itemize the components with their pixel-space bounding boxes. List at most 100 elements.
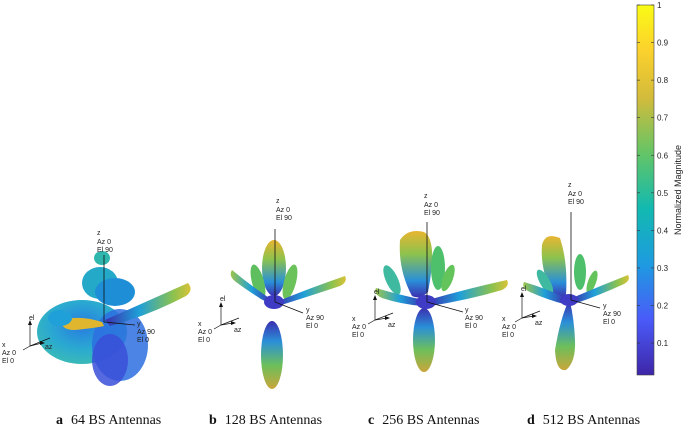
caption-d-letter: d xyxy=(527,413,535,428)
panel-b-pattern xyxy=(230,229,346,389)
panel-b-y-el: El 0 xyxy=(306,323,318,330)
panel-a-el-label: el xyxy=(29,315,35,322)
panel-a-lobe xyxy=(105,283,191,326)
colorbar-gradient xyxy=(636,4,655,376)
panel-c-az-label: az xyxy=(388,322,396,329)
caption-b: b 128 BS Antennas xyxy=(209,413,322,429)
caption-a-text: 64 BS Antennas xyxy=(71,413,162,428)
panel-d-lobe xyxy=(572,275,629,304)
panel-d-x-label: x xyxy=(502,316,506,323)
caption-b-letter: b xyxy=(209,413,217,428)
panel-c-lobe xyxy=(413,308,435,372)
panel-a-lobe xyxy=(92,334,128,386)
panel-d-lobe xyxy=(523,282,566,304)
panel-c-y-axis xyxy=(426,301,464,313)
panel-a-x-az: Az 0 xyxy=(2,350,16,357)
panel-b-az-label: az xyxy=(234,327,242,334)
panel-a-y-az: Az 90 xyxy=(137,329,155,336)
panel-a-x-el: El 0 xyxy=(2,358,14,365)
colorbar-tick-label: 0.8 xyxy=(657,76,669,85)
panel-b-axis-labels: z Az 0 El 90 y Az 90 El 0 x Az 0 El 0 xyxy=(198,198,324,344)
panel-d-x-az: Az 0 xyxy=(502,324,516,331)
caption-c-text: 256 BS Antennas xyxy=(382,413,480,428)
panel-a-z-az: Az 0 xyxy=(97,239,111,246)
panel-d-y-label: y xyxy=(603,303,607,310)
panel-c-x-az: Az 0 xyxy=(352,324,366,331)
panel-b-lobe xyxy=(230,270,272,304)
panel-c-lobe xyxy=(428,280,508,306)
colorbar-ticks: 1 0.9 0.8 0.7 0.6 0.5 0.4 0.3 0.2 0.1 xyxy=(637,1,669,348)
panel-b-z-az: Az 0 xyxy=(276,207,290,214)
panel-b-orientation-triad: el az xyxy=(213,296,242,334)
panel-a-az-label: az xyxy=(45,344,53,351)
panel-c-pattern xyxy=(375,222,508,372)
caption-c: c 256 BS Antennas xyxy=(368,413,479,429)
panel-c-lobe xyxy=(416,295,436,309)
panel-d-x-el: El 0 xyxy=(502,332,514,339)
panel-d-z-el: El 90 xyxy=(568,199,584,206)
panel-b-lobe xyxy=(250,264,266,300)
panel-c-z-el: El 90 xyxy=(424,210,440,217)
panel-c-lobe xyxy=(441,264,455,292)
panel-b-lobe xyxy=(262,240,286,296)
panel-d-lobe xyxy=(586,270,598,294)
panel-b-y-az: Az 90 xyxy=(306,315,324,322)
panel-d-z-label: z xyxy=(568,182,572,189)
panel-a-pattern xyxy=(37,251,191,386)
panel-c-lobe xyxy=(431,246,445,290)
panel-b-el-label: el xyxy=(220,296,226,303)
panel-c-axis-labels: z Az 0 El 90 y Az 90 El 0 x Az 0 El 0 xyxy=(352,193,483,339)
colorbar-tick-label: 0.2 xyxy=(657,302,669,311)
panel-d-lobe xyxy=(560,294,578,306)
panel-b-y-label: y xyxy=(306,307,310,314)
panel-c-y-el: El 0 xyxy=(465,323,477,330)
panel-d-y-axis xyxy=(570,299,601,309)
panel-b-z-el: El 90 xyxy=(276,215,292,222)
panel-a-lobe xyxy=(61,317,104,330)
panel-b-y-axis xyxy=(274,301,304,314)
panel-c-z-label: z xyxy=(424,193,428,200)
panel-a-lobe xyxy=(94,251,110,265)
panel-c-y-label: y xyxy=(465,307,469,314)
colorbar-tick-label: 0.9 xyxy=(657,39,669,48)
panel-c-lobe xyxy=(383,265,401,295)
panel-a-x-label: x xyxy=(2,342,6,349)
panel-d-orientation-triad: el az xyxy=(514,286,543,327)
panel-a-lobe xyxy=(95,278,135,306)
panel-b-x-el: El 0 xyxy=(198,337,210,344)
panel-c-orientation-triad: el az xyxy=(367,289,396,329)
panel-d-lobe xyxy=(536,269,554,295)
panel-b-x-label: x xyxy=(198,321,202,328)
panel-d-y-el: El 0 xyxy=(603,319,615,326)
colorbar-tick-label: 0.4 xyxy=(657,226,669,235)
panel-d-y-az: Az 90 xyxy=(603,311,621,318)
colorbar-tick-label: 0.7 xyxy=(657,114,669,123)
colorbar-tick-label: 0.3 xyxy=(657,264,669,273)
caption-d-text: 512 BS Antennas xyxy=(542,413,641,428)
panel-c-x-el: El 0 xyxy=(352,332,364,339)
colorbar-tick-label: 0.1 xyxy=(657,339,669,348)
panel-a-orientation-triad: el az xyxy=(22,315,53,351)
panel-b-z-label: z xyxy=(276,198,280,205)
caption-a-letter: a xyxy=(56,413,63,428)
colorbar-tick-label: 1 xyxy=(657,1,662,10)
panel-c-z-az: Az 0 xyxy=(424,202,438,209)
panel-c-x-label: x xyxy=(352,316,356,323)
panel-a-axis-labels: z Az 0 El 90 y Az 90 El 0 x Az 0 El 0 xyxy=(2,230,155,365)
panel-d-lobe xyxy=(555,302,576,371)
colorbar-title: Normalized Magnitude xyxy=(673,145,683,235)
panel-c-lobe xyxy=(399,231,433,298)
caption-c-letter: c xyxy=(368,413,375,428)
caption-b-text: 128 BS Antennas xyxy=(224,413,323,428)
panel-a-z-el: El 90 xyxy=(97,247,113,254)
panel-b-lobe xyxy=(264,295,284,309)
panel-d-pattern xyxy=(523,212,629,371)
panel-b-lobe xyxy=(282,264,298,300)
panel-d-z-az: Az 0 xyxy=(568,191,582,198)
caption-a: a 64 BS Antennas xyxy=(56,413,161,429)
panel-d-axis-labels: z Az 0 El 90 y Az 90 El 0 x Az 0 El 0 xyxy=(502,182,621,339)
panel-d-el-label: el xyxy=(521,286,527,293)
panel-a-y-el: El 0 xyxy=(137,337,149,344)
panel-c-y-az: Az 90 xyxy=(465,315,483,322)
panel-d-az-label: az xyxy=(535,320,543,327)
